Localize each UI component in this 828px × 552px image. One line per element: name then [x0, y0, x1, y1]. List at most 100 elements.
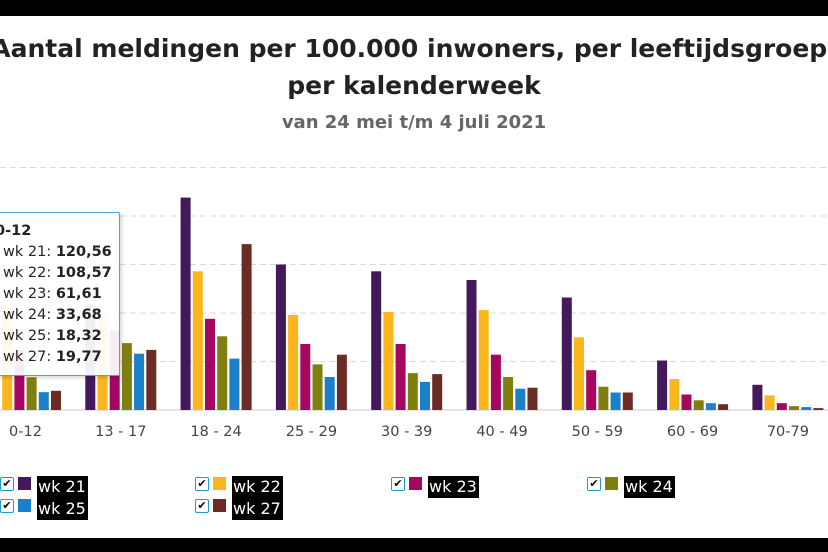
- bar-wk23-5[interactable]: [490, 354, 501, 410]
- legend-label[interactable]: wk 27: [232, 498, 283, 520]
- tooltip-label: wk 22:: [3, 265, 56, 281]
- bar-wk21-5[interactable]: [466, 280, 477, 410]
- tooltip-label: wk 25:: [3, 328, 56, 344]
- bar-wk24-8[interactable]: [789, 406, 799, 410]
- tooltip-value: 108,57: [55, 265, 112, 281]
- bar-wk24-3[interactable]: [312, 364, 323, 410]
- legend-label[interactable]: wk 23: [428, 476, 479, 498]
- legend-swatch: [18, 499, 31, 512]
- x-tick-label: 18 - 24: [190, 424, 241, 440]
- chart-tooltip: 0-12 wk 21: 120,56 wk 22: 108,57 wk 23: …: [0, 212, 120, 376]
- bar-wk27-3[interactable]: [336, 354, 347, 410]
- bar-wk24-5[interactable]: [503, 377, 514, 410]
- bar-wk25-2[interactable]: [229, 358, 240, 410]
- legend-checkbox[interactable]: ✔: [0, 499, 14, 513]
- tooltip-label: wk 21:: [3, 244, 56, 260]
- x-tick-label: 13 - 17: [95, 424, 146, 440]
- legend-label[interactable]: wk 21: [37, 476, 88, 498]
- x-tick-label: 25 - 29: [286, 424, 337, 440]
- x-tick-label: 40 - 49: [476, 424, 527, 440]
- bar-wk22-5[interactable]: [478, 310, 489, 410]
- legend-checkbox[interactable]: ✔: [195, 477, 209, 491]
- bar-wk25-8[interactable]: [801, 407, 812, 410]
- bar-wk22-2[interactable]: [192, 271, 203, 410]
- x-tick-label: 70-79: [767, 424, 809, 440]
- tooltip-row: wk 25: 18,32: [0, 328, 102, 344]
- x-tick-label: 60 - 69: [667, 424, 718, 440]
- bar-wk24-7[interactable]: [693, 400, 704, 410]
- legend-label[interactable]: wk 25: [37, 498, 88, 520]
- bar-wk25-7[interactable]: [705, 403, 716, 410]
- bar-wk23-3[interactable]: [300, 344, 311, 410]
- x-tick-label: 50 - 59: [572, 424, 623, 440]
- bar-wk21-3[interactable]: [275, 264, 286, 411]
- bar-wk21-8[interactable]: [752, 384, 763, 410]
- bar-wk27-0[interactable]: [51, 390, 61, 410]
- bar-wk21-6[interactable]: [561, 297, 572, 411]
- legend-swatch: [213, 477, 226, 490]
- tooltip-value: 120,56: [55, 244, 112, 260]
- tooltip-header: 0-12: [0, 223, 32, 239]
- bar-wk22-4[interactable]: [383, 312, 394, 410]
- bar-wk27-8[interactable]: [813, 408, 824, 410]
- tooltip-label: wk 27:: [3, 349, 56, 365]
- tooltip-value: 33,68: [55, 307, 102, 323]
- bar-wk23-2[interactable]: [205, 318, 215, 410]
- legend-checkbox[interactable]: ✔: [587, 477, 601, 491]
- tooltip-row: wk 22: 108,57: [0, 265, 112, 281]
- bar-wk27-4[interactable]: [432, 374, 443, 410]
- bar-wk24-2[interactable]: [217, 336, 228, 410]
- legend-checkbox[interactable]: ✔: [0, 477, 14, 491]
- bar-wk24-1[interactable]: [121, 343, 132, 410]
- bar-wk23-0[interactable]: [14, 350, 25, 410]
- bar-wk22-3[interactable]: [288, 314, 299, 410]
- legend-label[interactable]: wk 22: [232, 476, 283, 498]
- tooltip-row: wk 27: 19,77: [0, 349, 102, 365]
- chart-panel: Aantal meldingen per 100.000 inwoners, p…: [0, 16, 828, 538]
- x-tick-label: 0-12: [9, 424, 42, 440]
- legend-checkbox[interactable]: ✔: [195, 499, 209, 513]
- bar-wk25-6[interactable]: [610, 392, 621, 411]
- bar-wk21-4[interactable]: [371, 271, 382, 410]
- tooltip-value: 19,77: [55, 349, 102, 365]
- bar-wk21-7[interactable]: [657, 360, 668, 411]
- bar-wk25-0[interactable]: [38, 392, 49, 410]
- tooltip-row: wk 23: 61,61: [0, 286, 102, 302]
- bar-wk24-0[interactable]: [26, 377, 37, 410]
- bar-wk25-3[interactable]: [324, 377, 335, 410]
- legend-swatch: [213, 499, 226, 512]
- legend-swatch: [18, 477, 31, 490]
- bar-wk22-8[interactable]: [764, 395, 775, 410]
- tooltip-row: wk 21: 120,56: [0, 244, 112, 260]
- bar-wk27-7[interactable]: [718, 404, 729, 410]
- bar-wk24-4[interactable]: [407, 373, 418, 410]
- chart-title: Aantal meldingen per 100.000 inwoners, p…: [0, 34, 828, 100]
- bar-wk27-1[interactable]: [146, 349, 157, 410]
- bar-wk27-2[interactable]: [241, 244, 252, 410]
- bar-wk27-6[interactable]: [622, 392, 633, 411]
- tooltip-value: 18,32: [55, 328, 102, 344]
- bar-wk25-5[interactable]: [515, 388, 526, 410]
- bar-wk23-8[interactable]: [776, 403, 787, 410]
- bar-chart: 0-12 13 - 17 18 - 24 25 - 29 30 - 39 40 - 49 5…: [0, 167, 828, 440]
- legend-label[interactable]: wk 24: [624, 476, 675, 498]
- bar-wk24-6[interactable]: [598, 386, 609, 410]
- bar-wk23-4[interactable]: [395, 344, 406, 410]
- tooltip-label: wk 23:: [3, 286, 56, 302]
- tooltip-label: wk 24:: [3, 307, 56, 323]
- bar-wk27-5[interactable]: [527, 387, 538, 410]
- legend-checkbox[interactable]: ✔: [391, 477, 405, 491]
- bar-wk23-6[interactable]: [586, 370, 597, 410]
- tooltip-row: wk 24: 33,68: [0, 307, 102, 323]
- tooltip-value: 61,61: [55, 286, 102, 302]
- x-tick-label: 30 - 39: [381, 424, 432, 440]
- bar-wk21-2[interactable]: [180, 197, 191, 410]
- chart-subtitle: van 24 mei t/m 4 juli 2021: [281, 112, 547, 133]
- legend-swatch: [409, 477, 422, 490]
- bar-wk22-7[interactable]: [669, 379, 680, 410]
- bar-wk25-1[interactable]: [134, 353, 145, 410]
- bar-wk23-7[interactable]: [681, 394, 692, 411]
- bar-wk25-4[interactable]: [420, 381, 430, 410]
- bar-wk22-6[interactable]: [574, 337, 584, 411]
- legend-swatch: [605, 477, 618, 490]
